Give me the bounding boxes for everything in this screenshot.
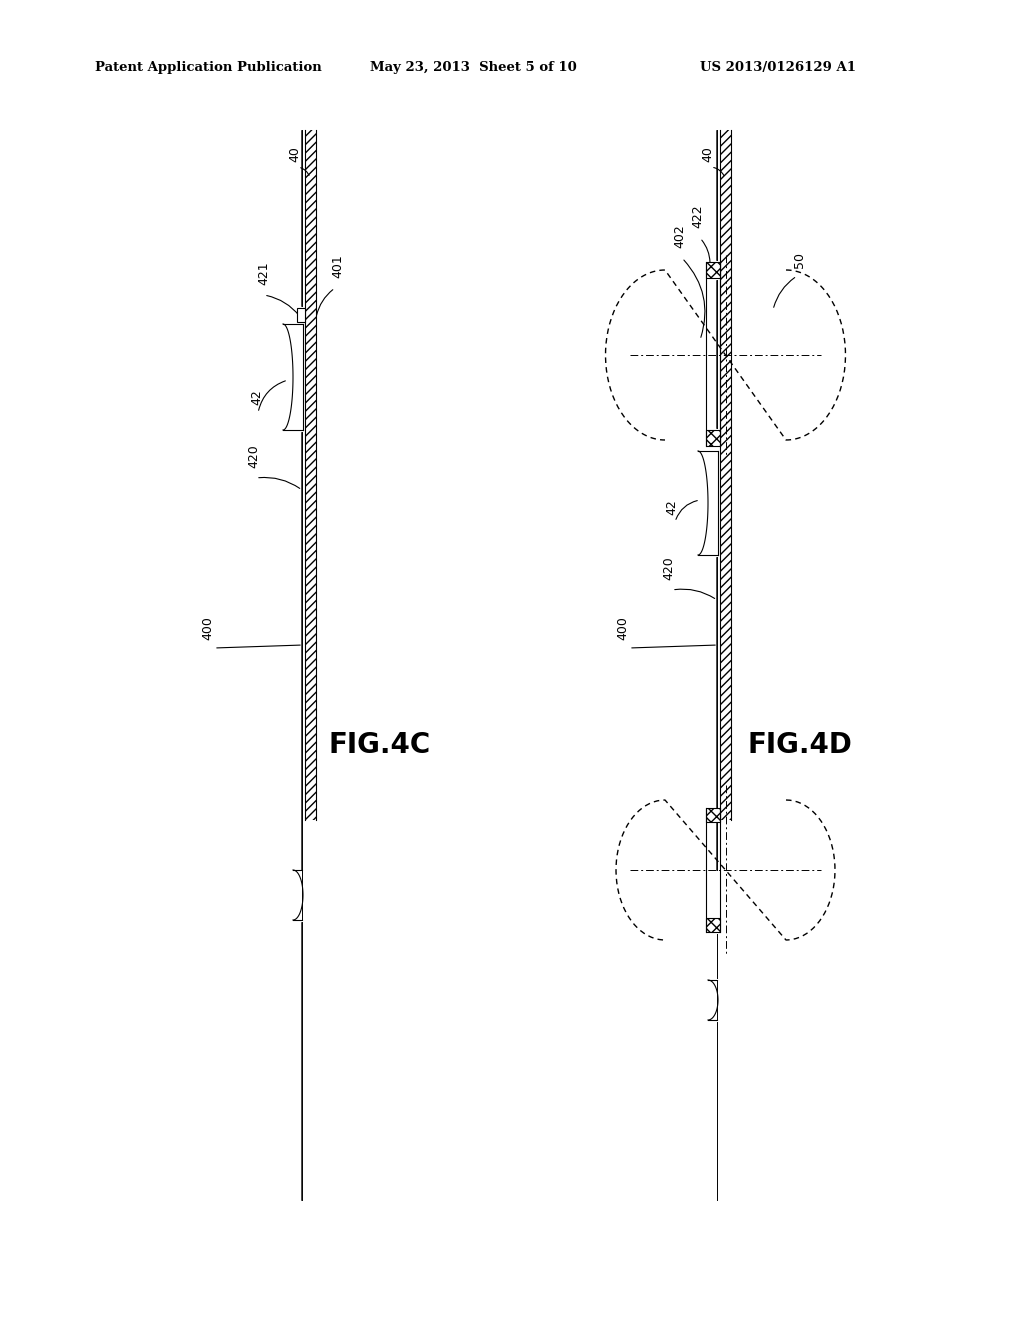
Text: 421: 421 bbox=[257, 261, 270, 285]
Text: FIG.4C: FIG.4C bbox=[329, 731, 431, 759]
Text: May 23, 2013  Sheet 5 of 10: May 23, 2013 Sheet 5 of 10 bbox=[370, 61, 577, 74]
Bar bbox=[706, 808, 720, 822]
Text: 422: 422 bbox=[691, 205, 705, 228]
Text: 420: 420 bbox=[663, 556, 676, 579]
Text: 400: 400 bbox=[616, 616, 630, 640]
Bar bbox=[720, 129, 731, 820]
Text: 40: 40 bbox=[701, 147, 715, 162]
Bar bbox=[706, 917, 720, 932]
Bar bbox=[706, 430, 720, 446]
Bar bbox=[706, 261, 720, 279]
Text: FIG.4D: FIG.4D bbox=[748, 731, 852, 759]
Text: 401: 401 bbox=[332, 255, 344, 279]
Text: Patent Application Publication: Patent Application Publication bbox=[95, 61, 322, 74]
Text: 40: 40 bbox=[289, 147, 301, 162]
Bar bbox=[706, 808, 720, 822]
Text: 400: 400 bbox=[202, 616, 214, 640]
Text: 50: 50 bbox=[794, 252, 807, 268]
Text: 402: 402 bbox=[674, 224, 686, 248]
Bar bbox=[706, 261, 720, 279]
Bar bbox=[305, 129, 316, 820]
Bar bbox=[706, 430, 720, 446]
Bar bbox=[297, 308, 305, 322]
Text: 42: 42 bbox=[251, 389, 263, 405]
Bar bbox=[706, 917, 720, 932]
Text: 420: 420 bbox=[248, 445, 260, 469]
Text: 42: 42 bbox=[666, 499, 679, 515]
Text: US 2013/0126129 A1: US 2013/0126129 A1 bbox=[700, 61, 856, 74]
